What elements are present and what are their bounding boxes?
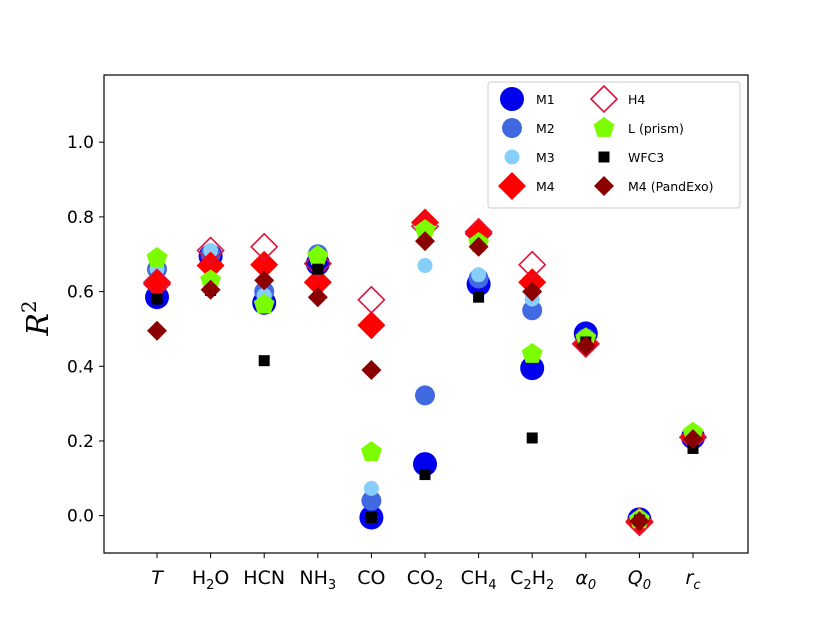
- y-tick-label: 1.0: [67, 133, 94, 153]
- data-point: [575, 335, 596, 356]
- data-point: [518, 250, 547, 279]
- legend-label: L (prism): [628, 121, 684, 136]
- legend-box: [487, 81, 741, 209]
- data-point: [522, 300, 543, 321]
- data-point: [361, 490, 382, 511]
- y-tick-label: 0.6: [67, 283, 94, 303]
- legend-label: H4: [628, 92, 645, 107]
- data-point: [196, 251, 225, 280]
- legend-label: M4 (PandExo): [628, 179, 714, 194]
- legend-item: WFC3: [598, 150, 664, 165]
- legend-marker: [594, 176, 614, 196]
- data-point: [526, 432, 538, 444]
- data-point: [200, 269, 222, 290]
- y-axis-label: R2: [17, 300, 56, 336]
- data-marks: [142, 208, 708, 537]
- data-point: [414, 218, 436, 239]
- data-point: [151, 293, 163, 305]
- data-point: [250, 250, 279, 279]
- data-point: [413, 452, 437, 477]
- data-point: [303, 268, 332, 297]
- legend-label: M3: [536, 150, 555, 165]
- data-point: [303, 249, 332, 278]
- x-tick-label: C2H2: [510, 567, 554, 593]
- data-point: [361, 360, 382, 381]
- data-point: [521, 342, 543, 363]
- data-point: [468, 236, 489, 257]
- data-point: [417, 257, 433, 273]
- x-tick-label: HCN: [243, 567, 285, 589]
- legend-marker: [598, 151, 610, 163]
- data-point: [307, 287, 328, 308]
- data-point: [419, 469, 431, 481]
- y-tick-label: 0.4: [67, 357, 94, 377]
- x-tick-label: NH3: [299, 567, 336, 593]
- legend-marker: [498, 172, 526, 200]
- data-point: [363, 480, 379, 496]
- data-point: [360, 441, 382, 462]
- legend-item: M4 (PandExo): [594, 176, 714, 196]
- x-tick-label: α0: [575, 567, 596, 593]
- legend-label: M4: [536, 179, 555, 194]
- x-tick-label: H2O: [192, 567, 230, 593]
- data-point: [357, 311, 386, 340]
- plot-frame: [103, 74, 749, 554]
- legend-item: M3: [504, 149, 555, 165]
- series-m4-pandexo: [147, 231, 703, 532]
- data-point: [522, 281, 543, 302]
- data-point: [312, 263, 324, 275]
- y-tick-label: 0.0: [67, 507, 94, 527]
- legend-item: M4: [498, 172, 555, 200]
- data-point: [473, 291, 485, 303]
- legend: M1 M2 M3 M4 H4 L (prism) WFC3 M4 (PandExo): [487, 81, 741, 209]
- data-point: [357, 285, 386, 314]
- legend-item: L (prism): [593, 117, 684, 137]
- legend-label: M1: [536, 92, 555, 107]
- legend-marker: [504, 149, 520, 165]
- data-point: [203, 243, 219, 259]
- x-tick-label: CO2: [407, 567, 444, 593]
- y-tick-label: 0.8: [67, 208, 94, 228]
- data-point: [258, 355, 270, 367]
- data-point: [146, 246, 168, 267]
- data-point: [307, 245, 329, 266]
- data-point: [471, 267, 487, 283]
- data-point: [415, 231, 435, 252]
- data-point: [200, 279, 221, 300]
- legend-marker: [593, 117, 615, 137]
- data-point: [254, 270, 275, 291]
- legend-item: H4: [589, 84, 645, 114]
- x-tick-label: CO: [357, 567, 385, 589]
- y-tick-label: 0.2: [67, 432, 94, 452]
- data-point: [629, 511, 650, 532]
- data-point: [365, 512, 377, 524]
- data-point: [415, 385, 435, 406]
- axes: 0.0 0.2 0.4 0.6 0.8 1.0 T H2O HCN NH3 CO CO2 CH4 C2H2…: [67, 74, 749, 593]
- x-tick-label: CH4: [461, 567, 497, 593]
- x-tick-label: rc: [686, 567, 701, 593]
- data-point: [196, 236, 225, 265]
- x-tick-label: T: [151, 567, 164, 589]
- legend-marker: [589, 84, 619, 114]
- x-tick-label: Q0: [628, 567, 651, 593]
- legend-marker: [500, 87, 524, 111]
- legend-item: M2: [502, 118, 555, 138]
- data-point: [253, 293, 275, 314]
- legend-label: M2: [536, 121, 555, 136]
- data-point: [250, 232, 279, 261]
- legend-item: M1: [500, 87, 555, 111]
- data-point: [683, 429, 703, 450]
- data-point: [147, 320, 167, 341]
- legend-marker: [502, 118, 522, 138]
- legend-label: WFC3: [628, 150, 664, 165]
